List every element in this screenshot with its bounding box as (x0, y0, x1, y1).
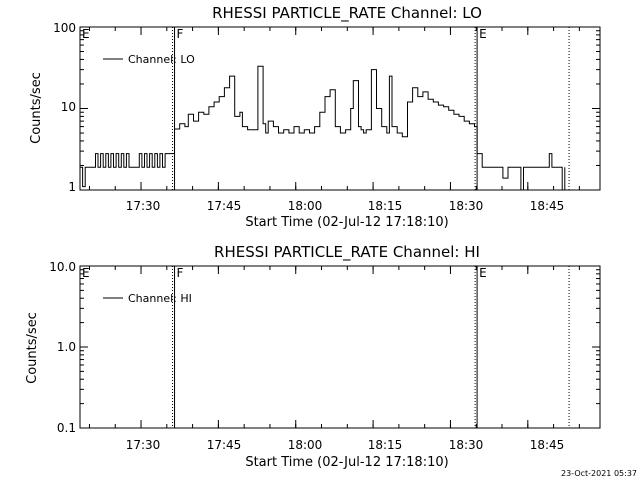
tick-marks-hi (80, 266, 600, 429)
y-axis-label-hi: Counts/sec (25, 312, 40, 384)
y-axis-label-lo: Counts/sec (29, 72, 44, 144)
x-tick-label-lo-1830: 18:30 (449, 199, 484, 213)
legend-label-lo: Channel: LO (128, 53, 195, 66)
chart-title-lo: RHESSI PARTICLE_RATE Channel: LO (212, 4, 482, 23)
y-tick-label-lo-100: 100 (53, 21, 76, 35)
x-tick-label-hi-1845: 18:45 (530, 438, 565, 452)
y-tick-label-hi-10: 10.0 (49, 260, 76, 274)
y-tick-label-hi-1: 1.0 (57, 340, 76, 354)
x-tick-label-hi-1830: 18:30 (449, 438, 484, 452)
footer-timestamp: 23-Oct-2021 05:37 (561, 469, 637, 478)
panel-hi: RHESSI PARTICLE_RATE Channel: HI Counts/… (25, 243, 601, 470)
plot-frame-hi (79, 265, 601, 429)
x-tick-label-lo-1730: 17:30 (126, 199, 161, 213)
tick-marks-lo (80, 27, 600, 191)
marker-label-hi: E (82, 266, 90, 280)
x-tick-label-hi-1815: 18:15 (368, 438, 403, 452)
y-tick-label-lo-1: 1 (68, 180, 76, 194)
marker-label-hi: E (479, 266, 487, 280)
series-line-lo-0 (80, 65, 566, 191)
marker-label-lo: E (82, 27, 90, 41)
panel-lo: RHESSI PARTICLE_RATE Channel: LO Counts/… (29, 4, 601, 230)
series-group-lo (80, 65, 566, 191)
x-tick-label-hi-1730: 17:30 (126, 438, 161, 452)
marker-label-lo: E (479, 27, 487, 41)
x-tick-label-lo-1800: 18:00 (288, 199, 323, 213)
marker-label-hi: F (177, 266, 184, 280)
plot-frame-lo (79, 26, 601, 191)
x-tick-label-hi-1800: 18:00 (288, 438, 323, 452)
x-axis-label-hi: Start Time (02-Jul-12 17:18:10) (245, 455, 448, 470)
chart-title-hi: RHESSI PARTICLE_RATE Channel: HI (214, 243, 480, 262)
x-tick-label-lo-1845: 18:45 (530, 199, 565, 213)
x-tick-label-hi-1745: 17:45 (207, 438, 242, 452)
x-tick-label-lo-1745: 17:45 (207, 199, 242, 213)
legend-label-hi: Channel: HI (128, 292, 192, 305)
y-tick-label-lo-10: 10 (61, 100, 76, 114)
x-axis-label-lo: Start Time (02-Jul-12 17:18:10) (245, 215, 448, 230)
y-tick-label-hi-0.1: 0.1 (57, 421, 76, 435)
marker-label-lo: F (177, 27, 184, 41)
x-tick-label-lo-1815: 18:15 (368, 199, 403, 213)
